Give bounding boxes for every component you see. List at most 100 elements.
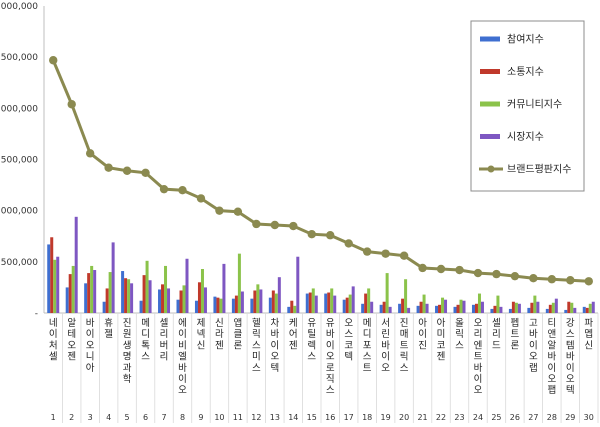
bar-커뮤니티지수 bbox=[164, 265, 168, 313]
bar-시장지수 bbox=[517, 303, 521, 313]
bar-시장지수 bbox=[333, 295, 337, 313]
point-브랜드평판지수 bbox=[233, 207, 243, 216]
bar-소통지수 bbox=[382, 301, 386, 313]
bar-커뮤니티지수 bbox=[551, 302, 555, 313]
bar-커뮤니티지수 bbox=[200, 269, 204, 313]
category-rank: 7 bbox=[161, 413, 166, 422]
bar-커뮤니티지수 bbox=[496, 295, 500, 313]
trend-line bbox=[49, 56, 593, 286]
bar-커뮤니티지수 bbox=[459, 299, 463, 313]
point-브랜드평판지수 bbox=[178, 186, 187, 195]
category-rank: 14 bbox=[288, 413, 298, 422]
bar-커뮤니티지수 bbox=[108, 272, 112, 313]
bar-소통지수 bbox=[253, 290, 257, 313]
bar-커뮤니티지수 bbox=[570, 302, 574, 313]
category-rank: 24 bbox=[473, 413, 483, 422]
bar-참여지수 bbox=[139, 300, 143, 313]
bar-시장지수 bbox=[277, 277, 281, 313]
bar-시장지수 bbox=[56, 256, 60, 313]
category-rank: 15 bbox=[307, 413, 317, 422]
category-rank: 27 bbox=[528, 413, 538, 422]
bar-커뮤니티지수 bbox=[422, 294, 426, 313]
category-rank: 10 bbox=[214, 413, 224, 422]
bar-참여지수 bbox=[564, 309, 568, 313]
category-rank: 26 bbox=[510, 413, 520, 422]
bar-시장지수 bbox=[185, 258, 189, 313]
bar-참여지수 bbox=[287, 306, 291, 313]
point-브랜드평판지수 bbox=[159, 184, 169, 194]
bar-소통지수 bbox=[456, 304, 460, 313]
category-rank: 11 bbox=[233, 413, 243, 422]
category-rank: 5 bbox=[125, 413, 130, 422]
legend-swatch-참여지수 bbox=[480, 36, 500, 42]
legend-swatch-시장지수 bbox=[480, 134, 500, 139]
bar-참여지수 bbox=[416, 305, 420, 313]
category-rank: 16 bbox=[325, 413, 335, 422]
bar-시장지수 bbox=[93, 270, 97, 313]
bar-시장지수 bbox=[296, 256, 300, 313]
point-브랜드평판지수 bbox=[473, 268, 483, 278]
bar-커뮤니티지수 bbox=[256, 284, 260, 313]
bar-커뮤니티지수 bbox=[145, 260, 149, 313]
point-브랜드평판지수 bbox=[584, 277, 593, 286]
bar-소통지수 bbox=[530, 302, 534, 313]
bar-참여지수 bbox=[508, 308, 512, 313]
bar-소통지수 bbox=[345, 297, 349, 313]
legend-label: 브랜드평판지수 bbox=[507, 164, 571, 176]
point-브랜드평판지수 bbox=[381, 249, 390, 258]
bar-참여지수 bbox=[194, 300, 198, 313]
bar-참여지수 bbox=[65, 287, 69, 313]
point-브랜드평판지수 bbox=[326, 231, 335, 240]
bar-참여지수 bbox=[84, 283, 88, 313]
legend-swatch-소통지수 bbox=[480, 69, 500, 74]
bar-커뮤니티지수 bbox=[404, 279, 408, 313]
bar-커뮤니티지수 bbox=[385, 273, 389, 313]
bar-커뮤니티지수 bbox=[237, 253, 241, 313]
bar-커뮤니티지수 bbox=[514, 302, 518, 313]
category-rank: 20 bbox=[399, 413, 409, 422]
point-브랜드평판지수 bbox=[344, 239, 353, 248]
bar-참여지수 bbox=[545, 308, 549, 313]
bar-소통지수 bbox=[290, 300, 294, 313]
legend-marker-브랜드평판지수 bbox=[487, 165, 495, 173]
bar-커뮤니티지수 bbox=[477, 293, 481, 313]
bar-시장지수 bbox=[407, 307, 411, 313]
bar-소통지수 bbox=[234, 295, 238, 313]
bar-소통지수 bbox=[308, 292, 312, 313]
category-rank: 23 bbox=[454, 413, 464, 422]
bar-커뮤니티지수 bbox=[127, 279, 131, 313]
bar-참여지수 bbox=[121, 271, 125, 313]
category-rank: 9 bbox=[198, 413, 203, 422]
point-브랜드평판지수 bbox=[399, 251, 409, 260]
bar-시장지수 bbox=[130, 283, 134, 313]
bar-참여지수 bbox=[342, 299, 346, 313]
bar-시장지수 bbox=[314, 295, 318, 313]
bar-시장지수 bbox=[425, 303, 429, 313]
bar-시장지수 bbox=[444, 299, 448, 313]
bar-커뮤니티지수 bbox=[219, 298, 223, 313]
bar-소통지수 bbox=[271, 290, 275, 313]
bar-소통지수 bbox=[124, 278, 128, 313]
bar-시장지수 bbox=[351, 286, 355, 313]
bar-시장지수 bbox=[222, 263, 226, 313]
point-브랜드평판지수 bbox=[270, 220, 280, 230]
bar-커뮤니티지수 bbox=[588, 303, 592, 313]
category-labels: 네 이 처 셀 1 알 테 오 젠 2 바 이 오 니 아 3 휴 젤 4 진 원 생 명 과 학 5 메 디 톡 스 6 셀 리 버 리 7 에 이 비 엘… bbox=[49, 313, 599, 423]
category-rank: 25 bbox=[491, 413, 501, 422]
